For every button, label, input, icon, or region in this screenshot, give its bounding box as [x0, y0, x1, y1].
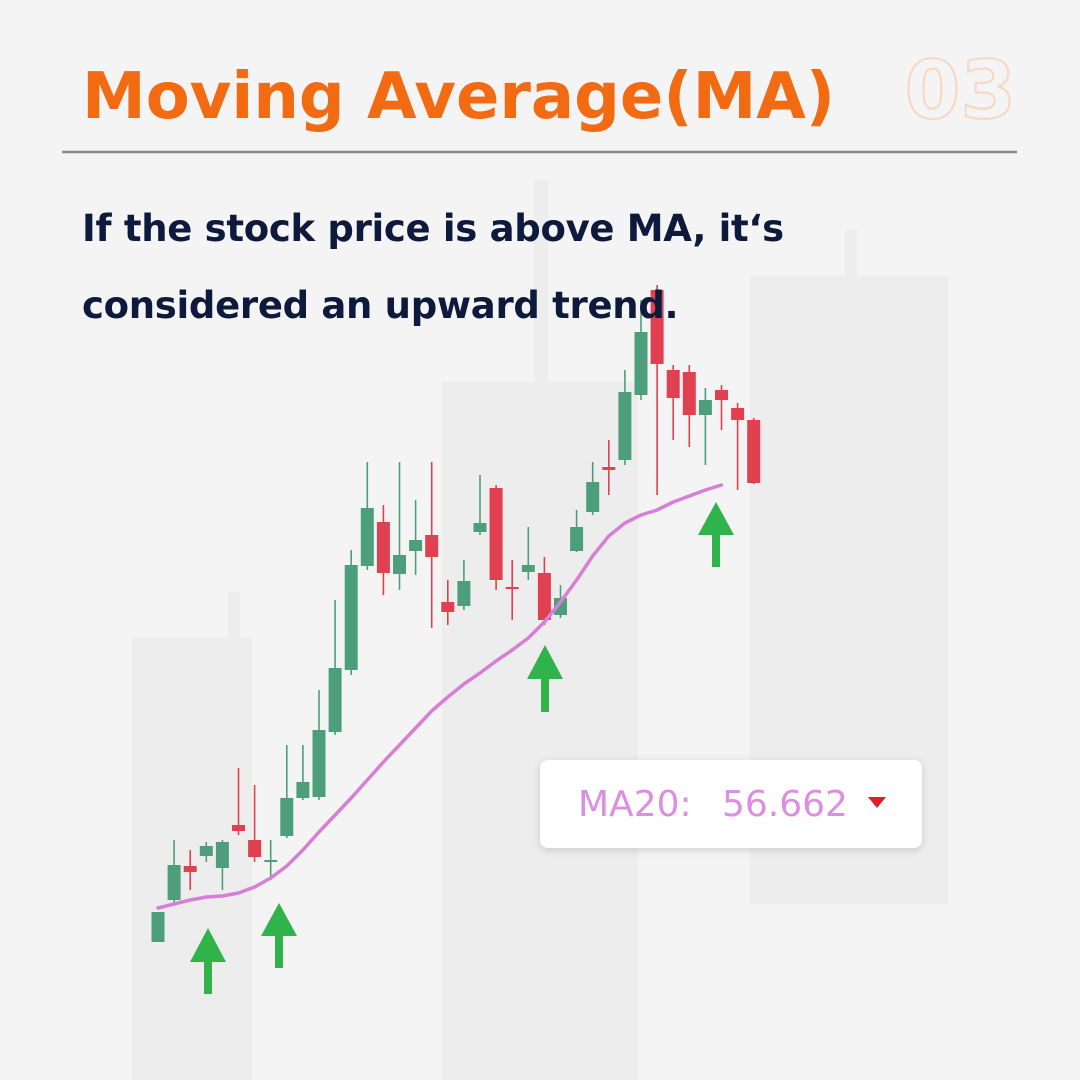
candle-body: [650, 290, 664, 364]
candle-body: [425, 535, 439, 557]
candle-body: [183, 866, 197, 872]
arrows: [190, 502, 734, 994]
subtitle: If the stock price is above MA, it‘s con…: [82, 207, 784, 327]
candle-body: [505, 587, 519, 589]
candle-body: [715, 390, 728, 400]
candle-body: [232, 825, 245, 831]
candle-body: [360, 508, 374, 566]
candle-body: [248, 840, 262, 857]
candle-body: [215, 842, 229, 868]
candle-body: [747, 420, 761, 483]
candle-body: [618, 392, 632, 460]
candle-body: [731, 408, 745, 420]
candle-body: [682, 372, 696, 415]
candle-body: [586, 482, 600, 512]
candle-body: [167, 865, 181, 900]
candle-body: [264, 860, 278, 862]
ma-line: [156, 483, 724, 910]
candle-body: [441, 602, 455, 612]
ma-readout: 56.662: [722, 784, 848, 825]
candle-body: [376, 522, 390, 573]
candle-body: [602, 467, 616, 470]
candle-body: [489, 488, 503, 580]
candle-body: [666, 370, 680, 398]
readout-box: MA20: 56.662: [540, 760, 922, 848]
candle-body: [457, 581, 471, 606]
candle-body: [634, 332, 648, 395]
candle-body: [393, 555, 406, 574]
candle-body: [570, 527, 584, 551]
candle-body: [328, 668, 342, 732]
title: Moving Average(MA): [82, 60, 835, 134]
candle-body: [409, 540, 423, 551]
plot: [151, 285, 761, 942]
candle-body: [280, 798, 294, 836]
page-number: 03: [905, 44, 1016, 137]
candle-body: [473, 523, 487, 532]
candle-body: [344, 565, 358, 670]
candle-body: [537, 573, 551, 620]
candle-body: [554, 598, 567, 615]
candle-body: [296, 782, 310, 798]
ma-name: MA20:: [578, 784, 692, 825]
candle-body: [698, 400, 712, 415]
candle-body: [151, 912, 165, 942]
candle-body: [521, 565, 535, 572]
candle-body: [312, 730, 326, 797]
candle-body: [199, 846, 213, 856]
